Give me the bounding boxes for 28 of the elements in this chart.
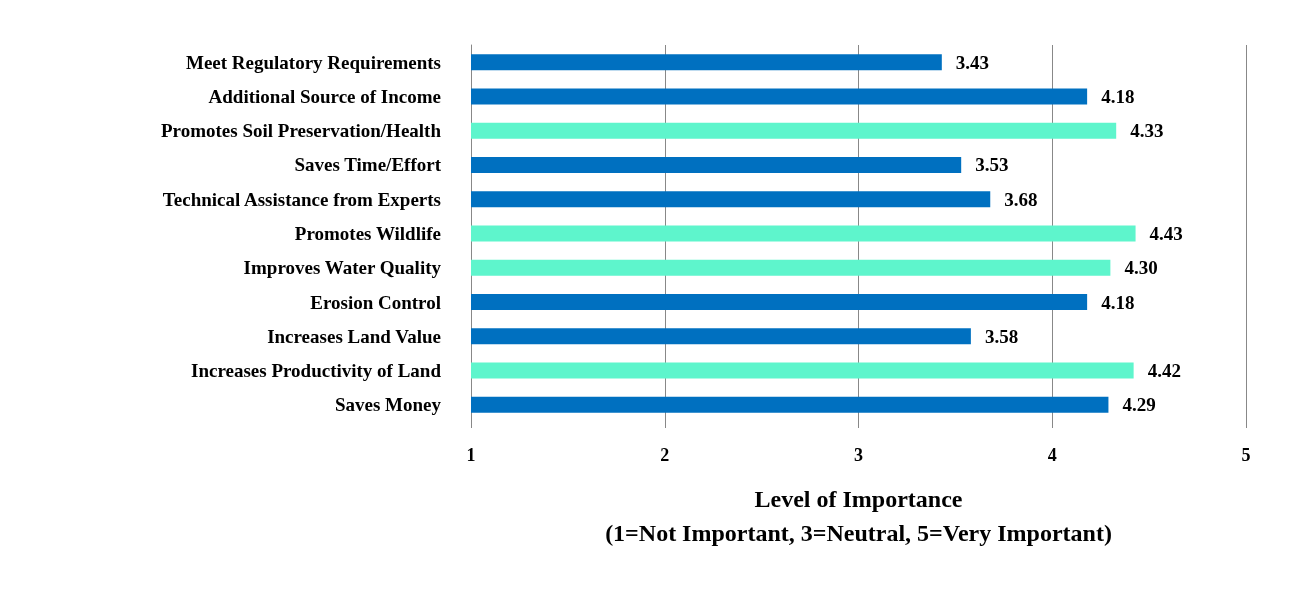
y-tick-label: Meet Regulatory Requirements bbox=[185, 51, 441, 73]
data-label: 3.43 bbox=[955, 51, 990, 73]
x-axis-title: Level of Importance (1=Not Important, 3=Neutral, 5=Very Important) bbox=[605, 486, 1112, 546]
x-tick-label: 3 bbox=[854, 445, 863, 465]
y-tick-label: Increases Productivity of Land bbox=[191, 360, 442, 382]
data-label: 3.53 bbox=[975, 154, 1009, 176]
data-label: 3.68 bbox=[1004, 188, 1038, 210]
data-label: 4.33 bbox=[1130, 120, 1164, 142]
data-label: 3.58 bbox=[984, 325, 1019, 347]
x-tick-label: 2 bbox=[660, 445, 670, 465]
data-label: 4.43 bbox=[1149, 223, 1183, 244]
y-tick-label: Additional Source of Income bbox=[208, 85, 441, 107]
y-tick-label: Improves Water Quality bbox=[243, 257, 442, 279]
y-tick-label: Saves Money bbox=[334, 394, 442, 416]
x-tick-label: 1 bbox=[466, 445, 476, 465]
data-label: 4.18 bbox=[1101, 291, 1135, 313]
y-tick-label: Technical Assistance from Experts bbox=[162, 188, 441, 210]
y-tick-label: Erosion Control bbox=[310, 291, 441, 313]
data-label: 4.18 bbox=[1101, 85, 1135, 107]
y-tick-label: Promotes Wildlife bbox=[294, 223, 441, 244]
data-label: 4.29 bbox=[1122, 394, 1156, 416]
y-tick-label: Increases Land Value bbox=[267, 325, 441, 347]
x-tick-label: 4 bbox=[1047, 445, 1057, 465]
x-tick-label: 5 bbox=[1241, 445, 1251, 465]
y-tick-label: Promotes Soil Preservation/Health bbox=[160, 120, 442, 142]
data-label: 4.42 bbox=[1147, 360, 1181, 382]
data-label: 4.30 bbox=[1124, 257, 1158, 279]
y-tick-label: Saves Time/Effort bbox=[294, 154, 442, 176]
